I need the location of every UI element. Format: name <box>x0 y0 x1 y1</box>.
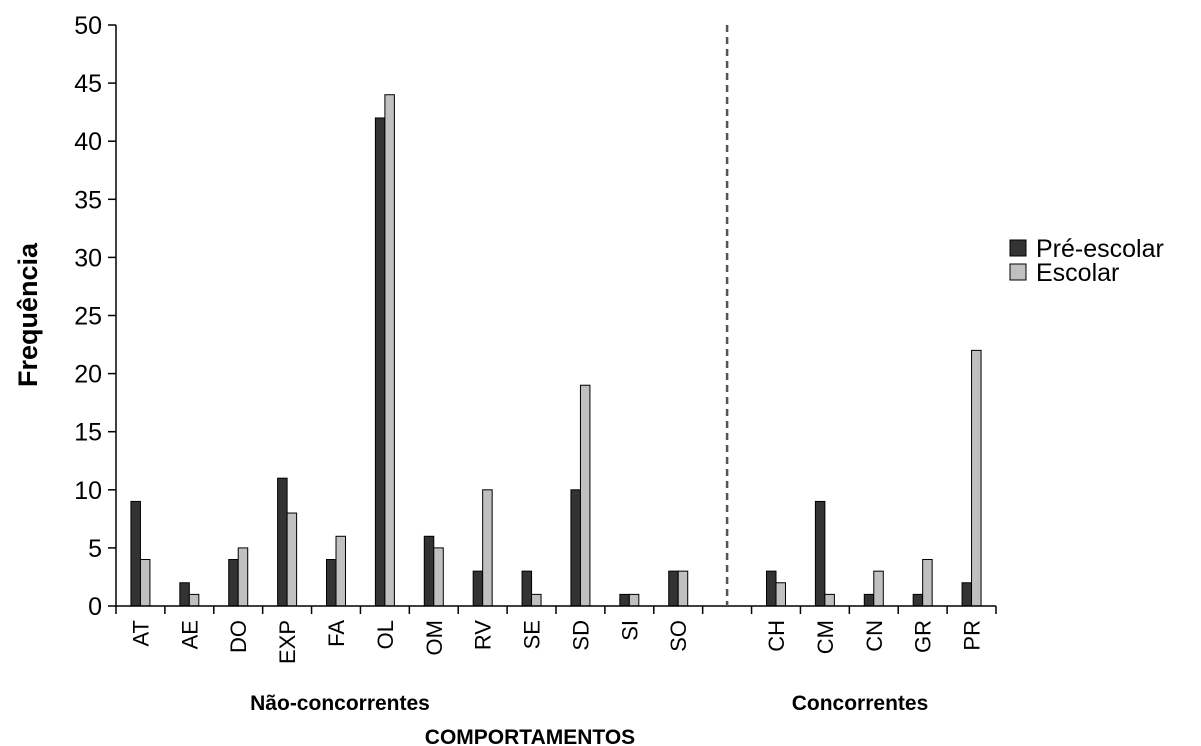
bar-pre-escolar <box>766 570 777 607</box>
x-tick-label: OM <box>422 620 447 655</box>
y-axis-label: Frequência <box>13 242 43 387</box>
bar-pre-escolar <box>912 593 924 607</box>
bar-escolar <box>188 593 200 607</box>
bar-escolar <box>922 559 933 607</box>
y-tick-label: 10 <box>74 477 102 505</box>
legend-swatch-pre-escolar <box>1009 239 1027 257</box>
bar-escolar <box>335 535 346 607</box>
bars <box>130 94 982 607</box>
y-tick-label: 50 <box>74 12 102 40</box>
x-tick-label: FA <box>324 620 349 647</box>
bar-pre-escolar <box>619 593 630 607</box>
y-tick-label: 45 <box>74 70 102 98</box>
y-tick-label: 15 <box>74 419 102 447</box>
x-axis: AT AE DO EXP FA OL OM RV SE SD SI SO CH CM CN GR PR <box>115 605 997 664</box>
y-axis: 0 5 10 15 20 25 30 35 40 45 50 <box>74 12 117 621</box>
x-tick-label: AE <box>177 620 202 649</box>
x-tick-label: CH <box>764 620 789 652</box>
bar-pre-escolar <box>130 500 141 607</box>
bar-pre-escolar <box>228 559 239 607</box>
y-tick-label: 25 <box>74 303 102 331</box>
y-tick-label: 30 <box>74 244 102 272</box>
y-tick-label: 40 <box>74 128 102 156</box>
bar-pre-escolar <box>374 117 386 607</box>
x-axis-label: COMPORTAMENTOS <box>425 726 635 746</box>
bar-pre-escolar <box>668 570 679 607</box>
bar-escolar <box>139 559 151 607</box>
y-tick-label: 0 <box>88 593 102 621</box>
bar-pre-escolar <box>961 582 973 607</box>
bar-escolar <box>628 593 640 607</box>
legend-swatch-escolar <box>1009 263 1027 281</box>
legend-label-pre-escolar: Pré-escolar <box>1036 235 1164 263</box>
x-tick-label: RV <box>471 620 496 650</box>
x-tick-label: SD <box>568 620 593 651</box>
x-tick-label: CM <box>813 620 838 654</box>
x-tick-label: EXP <box>275 620 300 664</box>
x-tick-label: CN <box>862 620 887 652</box>
bar-escolar <box>482 489 493 607</box>
bar-pre-escolar <box>570 489 581 607</box>
bar-escolar <box>873 570 884 607</box>
bar-pre-escolar <box>423 535 435 607</box>
group-label-concorrentes: Concorrentes <box>792 692 929 715</box>
bar-pre-escolar <box>863 593 875 607</box>
bar-escolar <box>775 582 786 607</box>
bar-pre-escolar <box>472 570 484 607</box>
x-tick-label: SI <box>617 620 642 641</box>
bar-escolar <box>579 384 591 607</box>
x-tick-label: PR <box>960 620 985 651</box>
bar-escolar <box>531 593 542 607</box>
bar-pre-escolar <box>814 500 826 607</box>
y-tick-label: 35 <box>74 186 102 214</box>
bar-escolar <box>433 547 444 607</box>
bar-pre-escolar <box>326 559 337 607</box>
legend: Pré-escolar Escolar <box>1009 235 1164 287</box>
x-tick-label: SE <box>520 620 545 649</box>
bar-escolar <box>971 349 982 607</box>
x-tick-label: OL <box>373 620 398 649</box>
x-tick-label: SO <box>666 620 691 652</box>
bar-pre-escolar <box>521 570 533 607</box>
bar-escolar <box>286 512 298 607</box>
x-tick-label: AT <box>128 620 153 646</box>
bar-escolar <box>237 547 249 607</box>
bar-escolar <box>384 94 395 607</box>
x-tick-label: DO <box>226 620 251 653</box>
x-tick-label: GR <box>911 620 936 653</box>
group-label-nao-concorrentes: Não-concorrentes <box>250 692 430 715</box>
bar-pre-escolar <box>277 477 288 607</box>
y-tick-label: 20 <box>74 361 102 389</box>
bar-escolar <box>824 593 835 607</box>
bar-pre-escolar <box>179 582 190 607</box>
y-tick-label: 5 <box>88 535 102 563</box>
legend-label-escolar: Escolar <box>1036 259 1119 287</box>
bar-escolar <box>677 570 689 607</box>
